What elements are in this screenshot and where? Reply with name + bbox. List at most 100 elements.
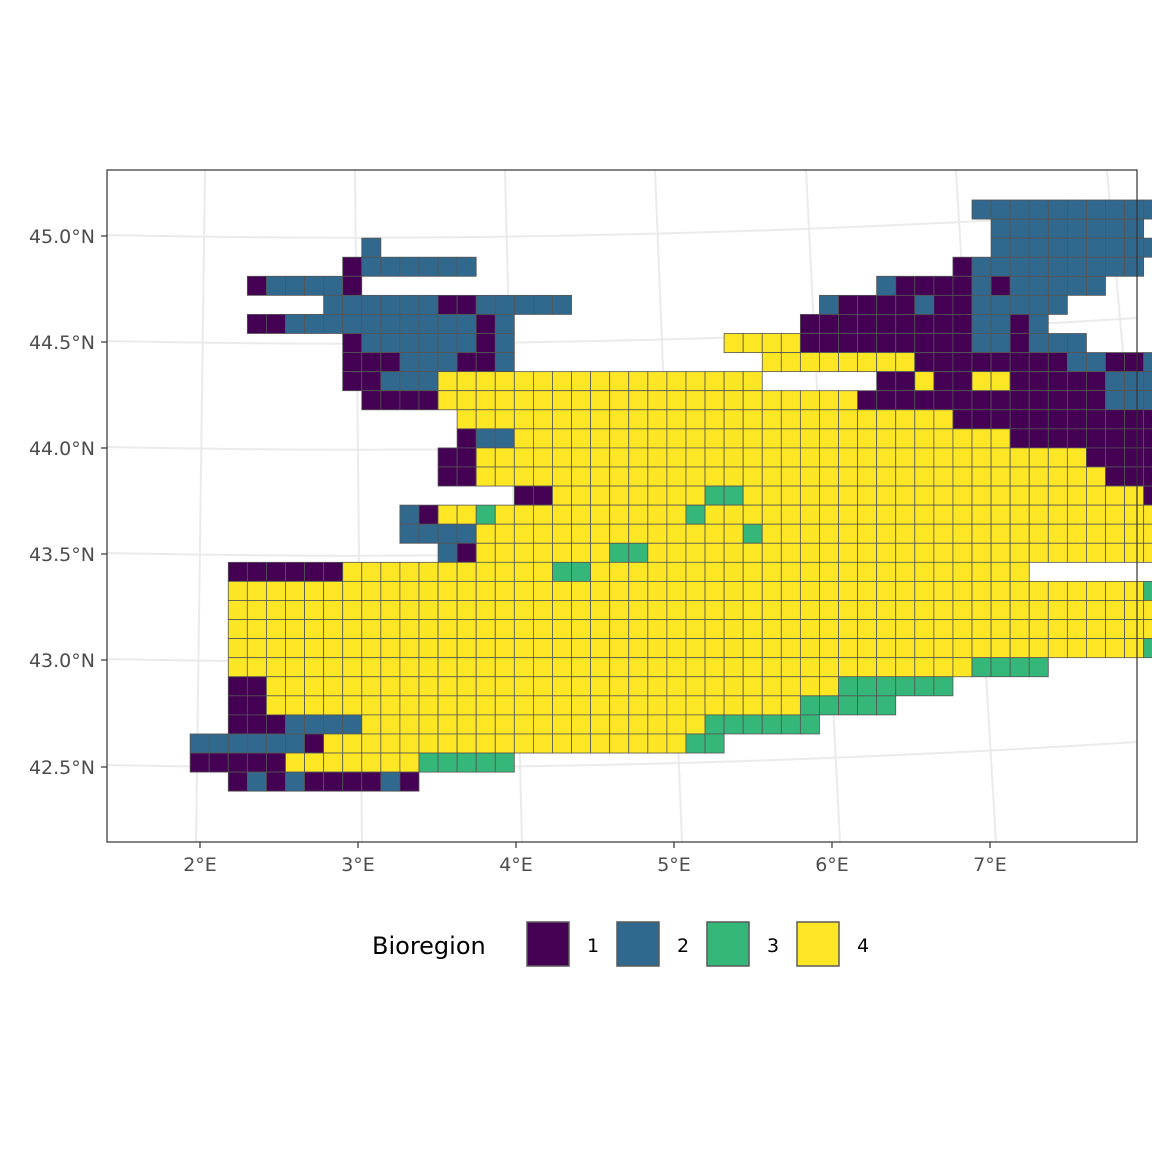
grid-cell-bioregion-2 [1009,275,1030,296]
grid-cell-bioregion-4 [1105,542,1125,563]
map-panel [106,169,1152,843]
grid-cell-bioregion-1 [1143,485,1152,506]
grid-cell-bioregion-4 [628,714,649,735]
grid-cell-bioregion-2 [361,333,382,353]
grid-cell-bioregion-4 [628,523,649,544]
grid-cell-bioregion-4 [552,447,572,468]
grid-cell-bioregion-4 [723,523,744,544]
grid-cell-bioregion-4 [933,523,954,544]
grid-cell-bioregion-2 [399,352,420,373]
grid-cell-bioregion-4 [857,504,878,525]
grid-cell-bioregion-3 [838,695,858,716]
grid-cell-bioregion-4 [895,485,916,506]
grid-cell-bioregion-4 [761,676,782,697]
grid-cell-bioregion-4 [361,619,382,640]
grid-cell-bioregion-4 [609,600,630,620]
grid-cell-bioregion-1 [342,771,363,792]
grid-cell-bioregion-4 [304,600,325,620]
grid-cell-bioregion-2 [533,294,553,315]
grid-cell-bioregion-4 [609,581,630,601]
grid-cell-bioregion-4 [666,581,687,601]
grid-cell-bioregion-2 [475,428,496,449]
grid-cell-bioregion-2 [1047,275,1068,296]
grid-cell-bioregion-4 [685,619,706,640]
y-tick-label: 44.5°N [29,332,95,354]
grid-cell-bioregion-2 [1105,218,1125,239]
grid-cell-bioregion-1 [1028,428,1049,449]
grid-cell-bioregion-4 [285,600,305,620]
grid-cell-bioregion-4 [914,523,935,544]
grid-cell-bioregion-4 [838,561,858,582]
grid-cell-bioregion-2 [1009,199,1030,220]
grid-cell-bioregion-3 [895,676,916,697]
grid-cell-bioregion-4 [380,752,401,773]
grid-cell-bioregion-4 [742,695,763,716]
grid-cell-bioregion-2 [990,333,1011,353]
grid-cell-bioregion-2 [456,314,477,334]
grid-cell-bioregion-4 [342,600,363,620]
grid-cell-bioregion-2 [1143,352,1152,373]
grid-cell-bioregion-4 [227,581,248,601]
grid-cell-bioregion-1 [285,561,305,582]
grid-cell-bioregion-1 [361,390,382,411]
grid-cell-bioregion-4 [475,733,496,754]
grid-cell-bioregion-4 [704,657,725,678]
grid-cell-bioregion-4 [666,619,687,640]
grid-cell-bioregion-4 [723,638,744,659]
grid-cell-bioregion-1 [895,371,916,392]
grid-cell-bioregion-4 [342,561,363,582]
grid-cell-bioregion-1 [418,504,439,525]
grid-cell-bioregion-4 [552,600,572,620]
grid-cell-bioregion-4 [799,581,820,601]
grid-cell-bioregion-4 [666,504,687,525]
grid-cell-bioregion-2 [1124,390,1145,411]
grid-cell-bioregion-4 [666,390,687,411]
grid-cell-bioregion-4 [494,409,515,430]
grid-cell-bioregion-2 [418,523,439,544]
grid-cell-bioregion-4 [876,638,897,659]
grid-cell-bioregion-4 [971,485,992,506]
grid-cell-bioregion-4 [1009,485,1030,506]
grid-cell-bioregion-4 [685,561,706,582]
grid-cell-bioregion-4 [494,581,515,601]
grid-cell-bioregion-4 [742,638,763,659]
grid-cell-bioregion-4 [1105,485,1125,506]
grid-cell-bioregion-4 [628,371,649,392]
grid-cell-bioregion-4 [990,447,1011,468]
panel-border [106,169,1138,843]
grid-cell-bioregion-4 [838,390,858,411]
grid-cell-bioregion-1 [838,333,858,353]
grid-cell-bioregion-4 [819,390,839,411]
grid-cell-bioregion-1 [1028,409,1049,430]
grid-cell-bioregion-4 [456,657,477,678]
grid-cell-bioregion-4 [456,561,477,582]
grid-cell-bioregion-4 [952,504,973,525]
grid-cell-bioregion-4 [342,638,363,659]
grid-cell-bioregion-4 [799,409,820,430]
grid-cell-bioregion-4 [647,561,668,582]
grid-cell-bioregion-4 [723,600,744,620]
grid-cell-bioregion-4 [933,466,954,487]
grid-cell-bioregion-4 [1047,542,1068,563]
grid-cell-bioregion-1 [246,695,267,716]
grid-cell-bioregion-4 [647,485,668,506]
grid-cell-bioregion-4 [685,409,706,430]
grid-cell-bioregion-1 [342,333,363,353]
grid-cell-bioregion-4 [609,695,630,716]
bioregion-cells [189,199,1152,792]
grid-cell-bioregion-4 [475,600,496,620]
grid-cell-bioregion-2 [1047,199,1068,220]
grid-cell-bioregion-1 [819,314,839,334]
grid-cell-bioregion-4 [666,657,687,678]
grid-cell-bioregion-4 [552,542,572,563]
grid-cell-bioregion-4 [971,561,992,582]
grid-cell-bioregion-4 [399,695,420,716]
grid-cell-bioregion-4 [552,695,572,716]
grid-cell-bioregion-1 [456,447,477,468]
grid-cell-bioregion-2 [266,733,286,754]
grid-cell-bioregion-4 [895,409,916,430]
grid-cell-bioregion-4 [780,676,801,697]
grid-cell-bioregion-4 [456,600,477,620]
grid-cell-bioregion-1 [933,390,954,411]
grid-cell-bioregion-4 [475,581,496,601]
